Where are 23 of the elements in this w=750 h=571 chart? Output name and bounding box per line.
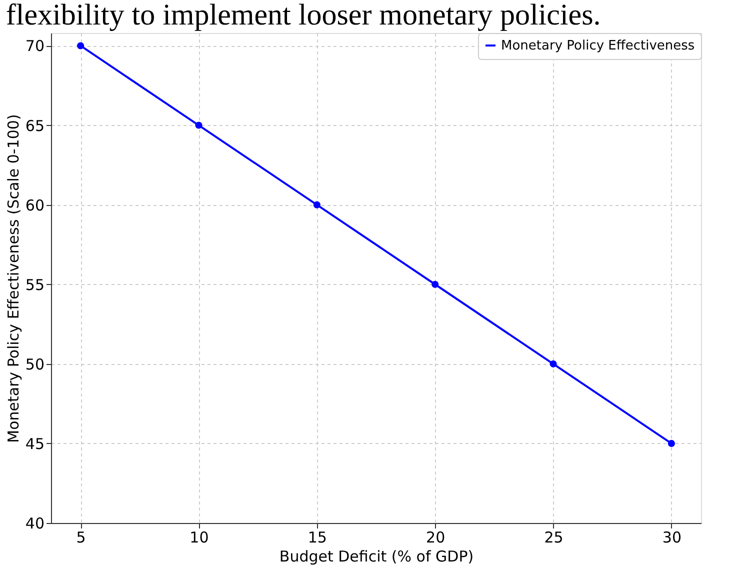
x-axis-title: Budget Deficit (% of GDP) [279, 548, 474, 566]
point [77, 42, 84, 50]
point [313, 201, 320, 208]
x-tick-label: 25 [544, 528, 564, 546]
x-tick-label: 10 [190, 528, 209, 546]
point [432, 280, 439, 288]
y-axis-title: Monetary Policy Effectiveness (Scale 0-100) [4, 114, 22, 443]
legend-label: Monetary Policy Effectiveness [501, 38, 695, 54]
y-tick-label: 50 [25, 355, 44, 374]
x-tick-label: 15 [308, 528, 327, 546]
y-tick-label: 70 [25, 37, 44, 56]
y-tick-label: 55 [25, 276, 44, 294]
chart-title: flexibility to implement looser monetary policies. [6, 0, 601, 32]
y-tick-label: 65 [25, 116, 44, 135]
point [668, 440, 675, 447]
x-tick-label: 20 [426, 528, 446, 546]
point [195, 122, 202, 129]
y-tick-label: 40 [25, 514, 44, 532]
x-tick-label: 5 [76, 528, 86, 546]
y-tick-label: 60 [25, 196, 44, 214]
x-tick-label: 30 [662, 528, 682, 546]
y-tick-label: 45 [25, 434, 44, 453]
point [550, 360, 557, 368]
